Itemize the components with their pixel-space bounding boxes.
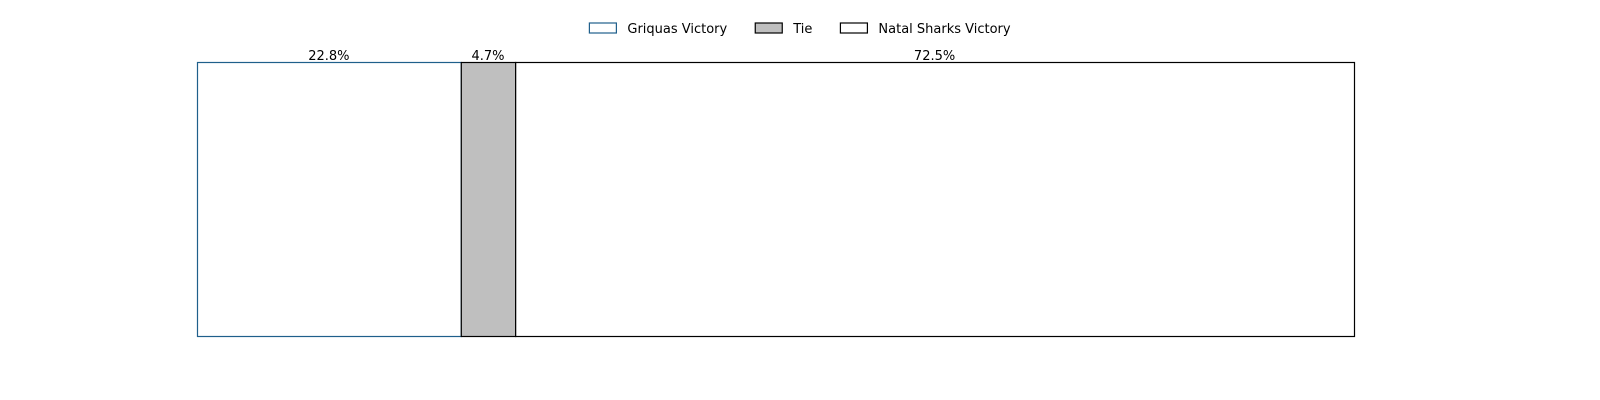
data-labels: 22.8% 4.7% 72.5% xyxy=(308,49,955,64)
legend-label-griquas-victory: Griquas Victory xyxy=(627,22,727,37)
bar-segments xyxy=(196,61,1356,338)
data-label-natal-sharks-victory: 72.5% xyxy=(914,49,955,64)
legend-swatch-tie xyxy=(754,22,783,34)
legend-label-natal-sharks-victory: Natal Sharks Victory xyxy=(878,22,1010,37)
legend: Griquas Victory Tie Natal Sharks Victory xyxy=(588,22,1011,37)
bar-segment-tie xyxy=(460,61,517,338)
bar-segment-griquas-victory xyxy=(196,61,462,338)
bar-segment-natal-sharks-victory xyxy=(515,61,1356,338)
legend-swatch-natal-sharks-victory xyxy=(839,22,869,34)
data-label-tie: 4.7% xyxy=(471,49,504,64)
legend-swatch-griquas-victory xyxy=(588,22,617,34)
legend-label-tie: Tie xyxy=(792,22,812,37)
data-label-griquas-victory: 22.8% xyxy=(308,49,349,64)
